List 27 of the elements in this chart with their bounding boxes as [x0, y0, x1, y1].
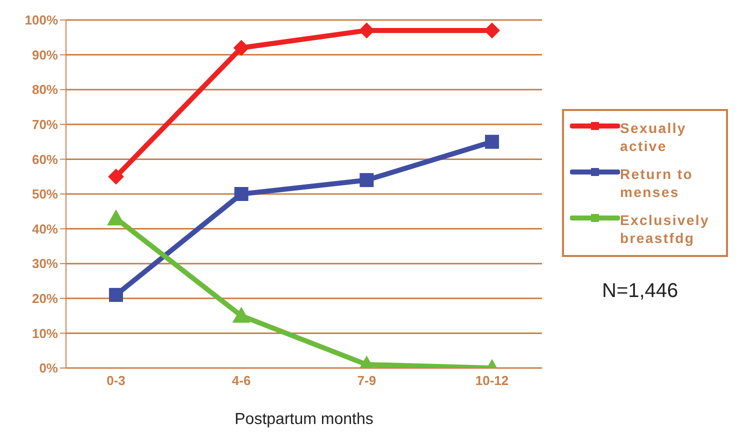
x-tick-label: 0-3 [106, 373, 126, 388]
point [360, 173, 374, 188]
y-tick-label: 0% [39, 360, 58, 376]
y-tick-label: 50% [32, 186, 58, 202]
x-tick-label: 10-12 [475, 373, 509, 388]
y-tick-label: 90% [32, 47, 58, 62]
y-tick-label: 30% [32, 256, 58, 272]
y-tick-label: 100% [24, 12, 58, 28]
y-tick-label: 20% [32, 291, 58, 306]
text: N=1,446 [602, 280, 678, 303]
point [233, 40, 250, 56]
point [232, 306, 250, 323]
y-tick-label: 60% [32, 152, 58, 167]
x-tick-label: 7-9 [357, 373, 376, 388]
y-tick-label: 10% [32, 326, 58, 341]
y-tick-label: 70% [32, 117, 58, 132]
x-axis-title: Postpartum months [234, 411, 374, 428]
y-tick-label: 80% [32, 82, 58, 98]
legend-label: Return to menses [620, 165, 694, 201]
point [109, 288, 123, 302]
point [485, 134, 499, 149]
legend-label: Sexually active [620, 119, 688, 155]
x-tick-label: 4-6 [232, 373, 251, 388]
point [234, 187, 248, 201]
point [108, 168, 124, 185]
legend-label: Exclusively breastfdg [620, 211, 710, 247]
y-tick-label: 40% [32, 221, 58, 236]
